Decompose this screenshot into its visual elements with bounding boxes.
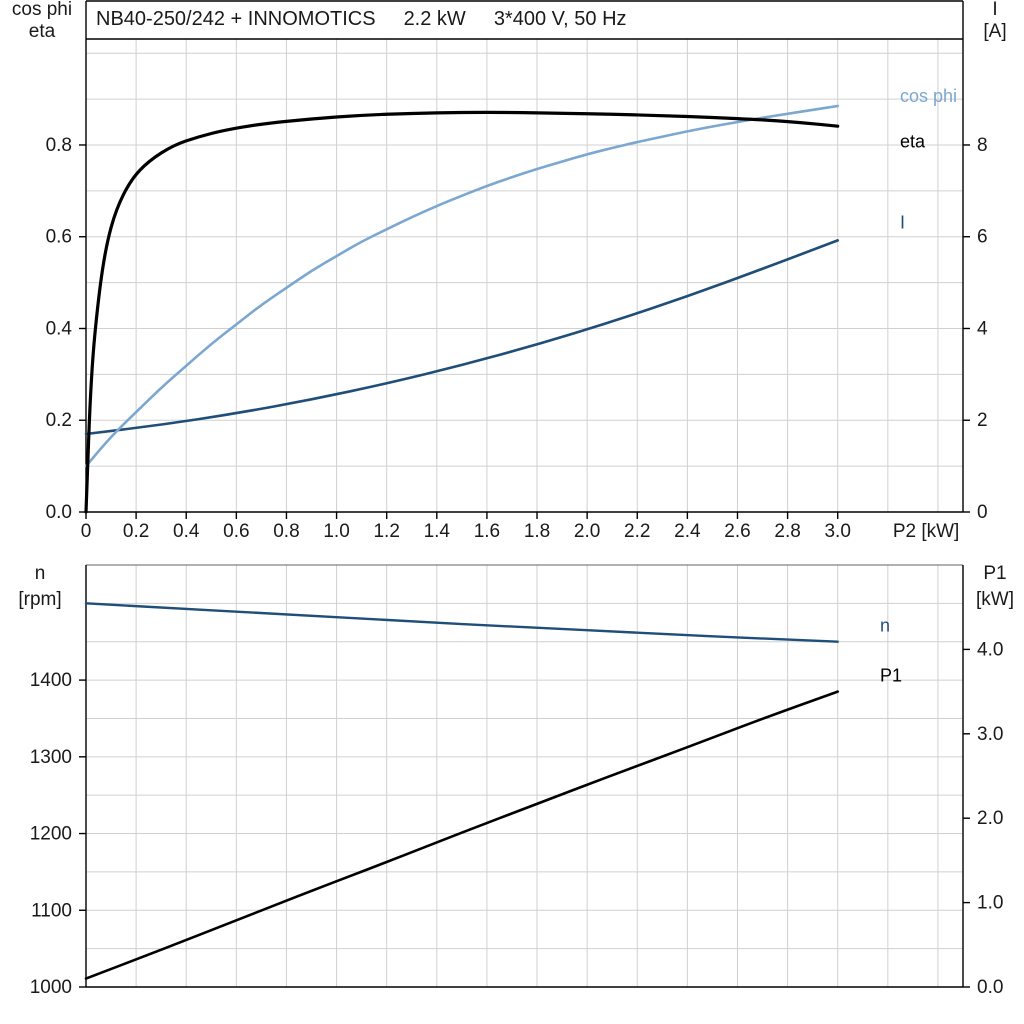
svg-text:1100: 1100 [31,900,72,921]
svg-text:0.8: 0.8 [273,521,299,542]
svg-text:cos phi: cos phi [12,0,72,20]
svg-text:3.0: 3.0 [824,521,850,542]
svg-text:cos phi: cos phi [900,86,957,106]
svg-text:2.6: 2.6 [724,521,750,542]
svg-text:0.4: 0.4 [173,521,200,542]
svg-text:1.4: 1.4 [424,521,451,542]
svg-text:0.0: 0.0 [977,977,1003,998]
svg-text:0.0: 0.0 [46,502,72,523]
svg-text:1.2: 1.2 [373,521,399,542]
svg-text:2.4: 2.4 [674,521,701,542]
svg-text:1200: 1200 [30,824,72,845]
svg-text:2.8: 2.8 [774,521,800,542]
svg-text:I: I [992,0,997,20]
svg-text:0.2: 0.2 [46,410,72,431]
svg-text:2.2: 2.2 [624,521,650,542]
svg-text:1.0: 1.0 [977,893,1003,914]
svg-text:3.0: 3.0 [977,724,1003,745]
svg-text:0: 0 [81,521,92,542]
svg-text:8: 8 [977,135,988,156]
svg-text:2: 2 [977,410,988,431]
svg-text:1300: 1300 [30,747,72,768]
svg-text:0: 0 [977,502,988,523]
svg-text:0.6: 0.6 [46,227,72,248]
svg-text:4: 4 [977,318,988,339]
svg-text:4.0: 4.0 [977,639,1003,660]
svg-text:P1: P1 [983,563,1006,584]
svg-text:n: n [35,563,46,584]
svg-text:P1: P1 [880,666,902,686]
svg-text:[rpm]: [rpm] [18,589,61,610]
svg-text:n: n [880,616,890,636]
svg-text:0.2: 0.2 [123,521,149,542]
svg-text:0.8: 0.8 [46,135,72,156]
svg-text:1.8: 1.8 [524,521,550,542]
svg-text:[kW]: [kW] [976,589,1014,610]
svg-text:1.0: 1.0 [323,521,349,542]
svg-text:0.4: 0.4 [46,318,73,339]
svg-text:P2 [kW]: P2 [kW] [893,521,960,542]
svg-text:6: 6 [977,227,988,248]
svg-text:1400: 1400 [30,670,72,691]
svg-text:eta: eta [900,131,926,151]
svg-text:0.6: 0.6 [223,521,249,542]
svg-text:1000: 1000 [30,977,72,998]
svg-text:I: I [900,212,905,232]
svg-text:2.0: 2.0 [574,521,600,542]
svg-text:[A]: [A] [983,21,1006,42]
svg-text:2.0: 2.0 [977,808,1003,829]
svg-text:eta: eta [29,21,56,42]
svg-text:1.6: 1.6 [474,521,500,542]
